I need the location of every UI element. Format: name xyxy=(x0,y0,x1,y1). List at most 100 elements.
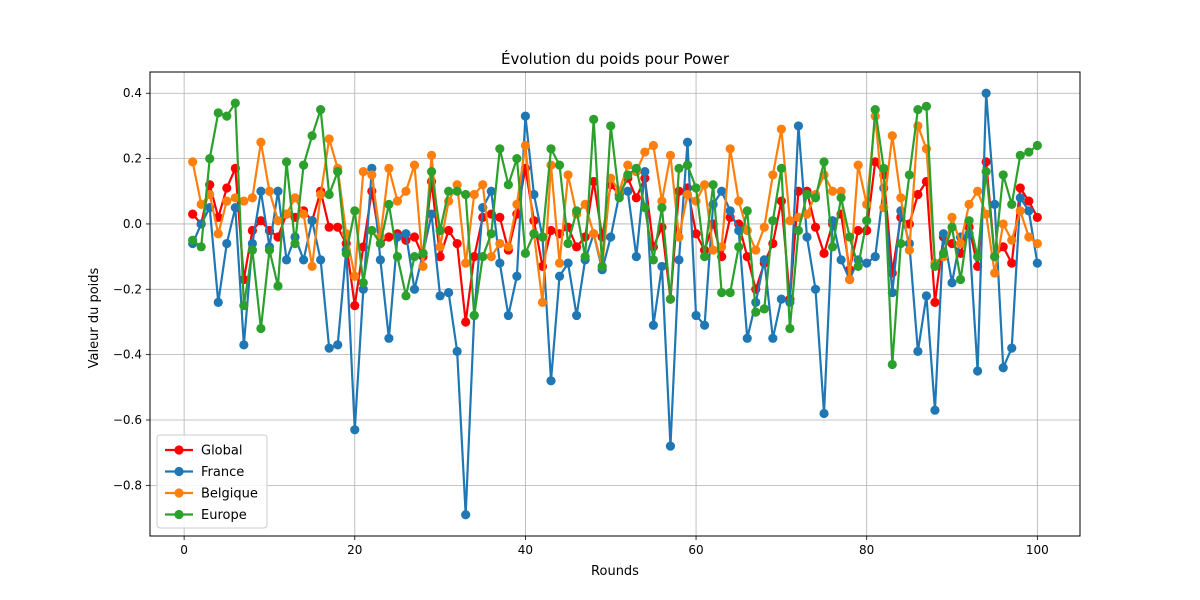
data-point xyxy=(196,242,206,252)
data-point xyxy=(742,252,752,262)
data-point xyxy=(751,307,761,317)
data-point xyxy=(537,232,548,242)
data-point xyxy=(759,304,769,314)
data-point xyxy=(230,98,240,108)
data-point xyxy=(896,238,906,249)
data-point xyxy=(281,157,292,167)
data-point xyxy=(759,222,769,232)
data-point xyxy=(870,252,880,262)
data-point xyxy=(674,186,684,196)
data-point xyxy=(367,225,377,236)
data-point xyxy=(665,294,676,304)
data-point xyxy=(1015,150,1025,160)
data-point xyxy=(409,160,420,170)
data-point xyxy=(955,238,966,249)
series-line xyxy=(191,115,1039,304)
data-point xyxy=(222,196,232,206)
data-point xyxy=(572,242,582,252)
data-point xyxy=(648,255,658,265)
data-point xyxy=(913,346,923,356)
data-point xyxy=(503,180,513,190)
data-point xyxy=(520,248,531,258)
data-point xyxy=(657,196,667,206)
data-point xyxy=(461,317,471,327)
data-point xyxy=(836,186,846,196)
data-point xyxy=(495,258,505,268)
data-point xyxy=(196,199,206,209)
data-point xyxy=(546,160,556,170)
data-point xyxy=(589,176,599,187)
data-point xyxy=(810,193,821,203)
data-point xyxy=(623,170,633,180)
data-point xyxy=(1007,235,1017,245)
data-point xyxy=(392,252,403,262)
data-point xyxy=(554,258,565,268)
data-point xyxy=(768,170,778,180)
data-point xyxy=(802,232,812,242)
data-point xyxy=(870,104,880,115)
data-point xyxy=(717,242,727,252)
data-point xyxy=(589,114,599,124)
data-point xyxy=(316,104,326,115)
data-point xyxy=(520,140,531,151)
data-point xyxy=(213,297,223,307)
series-europe xyxy=(188,98,1042,370)
data-point xyxy=(264,186,275,196)
y-tick-label: −0.4 xyxy=(113,348,142,362)
data-point xyxy=(930,261,940,272)
data-point xyxy=(444,186,454,196)
data-point xyxy=(981,209,991,219)
data-point xyxy=(853,160,863,170)
data-point xyxy=(853,261,863,272)
data-point xyxy=(810,222,821,232)
data-point xyxy=(973,252,983,262)
data-point xyxy=(461,189,471,200)
data-point xyxy=(827,242,838,252)
data-point xyxy=(239,340,249,350)
data-point xyxy=(717,186,727,196)
data-point xyxy=(401,291,411,301)
legend-item: Global xyxy=(165,444,242,459)
data-point xyxy=(358,167,368,177)
data-point xyxy=(435,291,445,301)
data-point xyxy=(333,340,343,350)
data-point xyxy=(648,140,658,151)
data-point xyxy=(776,294,786,304)
data-point xyxy=(444,225,454,236)
data-point xyxy=(1024,232,1034,242)
data-point xyxy=(1015,206,1025,216)
data-point xyxy=(486,229,496,239)
data-point xyxy=(298,160,309,170)
data-point xyxy=(691,196,701,206)
data-point xyxy=(708,245,718,255)
data-point xyxy=(606,121,616,131)
data-point xyxy=(819,248,829,258)
data-point xyxy=(444,287,454,298)
data-point xyxy=(785,323,795,334)
data-point xyxy=(435,225,445,236)
data-point xyxy=(836,255,846,265)
data-point xyxy=(623,160,633,170)
data-point xyxy=(537,297,548,307)
data-point xyxy=(691,183,701,193)
data-point xyxy=(350,425,360,435)
data-point xyxy=(776,124,786,134)
data-point xyxy=(298,209,309,219)
data-point xyxy=(188,209,198,219)
data-point xyxy=(973,186,983,196)
data-point xyxy=(563,258,573,268)
data-point xyxy=(188,157,198,167)
data-point xyxy=(674,163,684,173)
legend-label: Global xyxy=(201,444,242,459)
data-point xyxy=(495,238,505,249)
data-point xyxy=(665,441,676,451)
data-point xyxy=(384,232,394,242)
data-point xyxy=(281,255,292,265)
data-point xyxy=(512,271,522,281)
data-point xyxy=(896,193,906,203)
data-point xyxy=(324,189,334,200)
data-point xyxy=(213,108,223,118)
data-point xyxy=(222,111,232,121)
data-point xyxy=(426,209,437,219)
